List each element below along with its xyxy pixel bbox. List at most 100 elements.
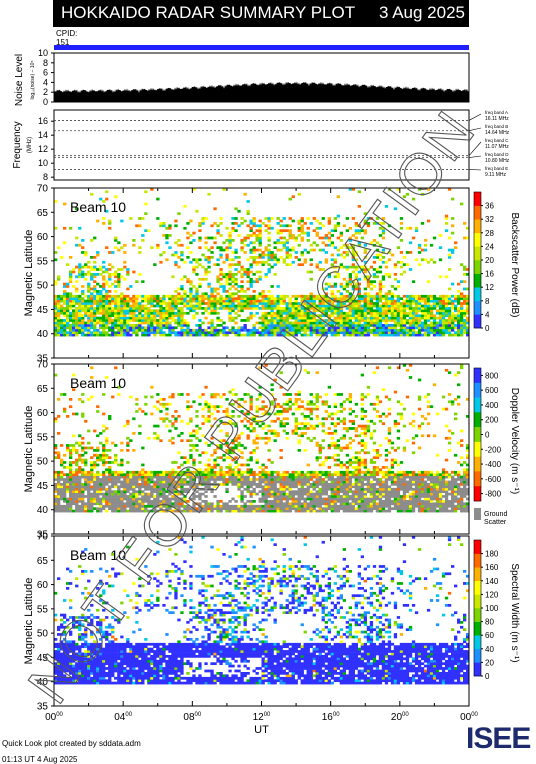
heatmap-cell [430,314,433,317]
heatmap-cell [153,471,156,474]
heatmap-cell [222,275,225,278]
heatmap-cell [415,309,418,312]
heatmap-cell [448,295,451,298]
heatmap-cell [256,505,259,508]
heatmap-cell [268,459,271,462]
heatmap-cell [57,329,60,332]
heatmap-cell [123,295,126,298]
heatmap-cell [277,478,280,481]
heatmap-cell [394,331,397,334]
heatmap-cell [442,322,445,325]
heatmap-cell [265,495,268,498]
heatmap-cell [295,502,298,505]
heatmap-cell [84,447,87,450]
heatmap-cell [102,309,105,312]
heatmap-cell [397,309,400,312]
heatmap-cell [150,331,153,334]
heatmap-cell [400,312,403,315]
heatmap-cell [373,331,376,334]
heatmap-cell [105,500,108,503]
heatmap-cell [394,309,397,312]
heatmap-cell [403,326,406,329]
heatmap-cell [105,456,108,459]
heatmap-cell [141,217,144,220]
heatmap-cell [448,319,451,322]
heatmap-cell [277,481,280,484]
heatmap-cell [87,297,90,300]
heatmap-cell [93,502,96,505]
heatmap-cell [84,295,87,298]
heatmap-cell [231,273,234,276]
heatmap-cell [111,273,114,276]
heatmap-cell [433,261,436,264]
heatmap-cell [192,305,195,308]
heatmap-cell [102,283,105,286]
heatmap-cell [234,280,237,283]
heatmap-cell [177,244,180,247]
heatmap-cell [120,309,123,312]
heatmap-cell [195,415,198,418]
heatmap-cell [99,498,102,501]
heatmap-cell [78,331,81,334]
heatmap-cell [57,326,60,329]
heatmap-cell [99,302,102,305]
heatmap-cell [81,275,84,278]
heatmap-cell [277,239,280,242]
heatmap-cell [222,507,225,510]
heatmap-cell [84,305,87,308]
heatmap-cell [102,261,105,264]
heatmap-cell [114,246,117,249]
heatmap-cell [78,271,81,274]
heatmap-cell [219,222,222,225]
heatmap-cell [66,331,69,334]
heatmap-cell [253,261,256,264]
heatmap-cell [132,502,135,505]
heatmap-cell [394,300,397,303]
heatmap-cell [448,256,451,259]
heatmap-cell [228,275,231,278]
heatmap-cell [135,297,138,300]
heatmap-cell [93,331,96,334]
heatmap-cell [117,285,120,288]
heatmap-cell [150,305,153,308]
heatmap-cell [177,334,180,337]
heatmap-cell [301,220,304,223]
heatmap-cell [81,400,84,403]
heatmap-cell [78,307,81,310]
heatmap-cell [253,222,256,225]
heatmap-cell [277,471,280,474]
heatmap-cell [295,256,298,259]
heatmap-cell [63,481,66,484]
heatmap-cell [60,334,63,337]
heatmap-cell [108,473,111,476]
heatmap-cell [322,237,325,240]
heatmap-cell [135,280,138,283]
heatmap-cell [253,488,256,491]
heatmap-cell [454,241,457,244]
heatmap-cell [424,331,427,334]
heatmap-cell [292,195,295,198]
heatmap-cell [283,507,286,510]
heatmap-cell [144,203,147,206]
heatmap-cell [376,331,379,334]
heatmap-cell [81,498,84,501]
heatmap-cell [286,417,289,420]
heatmap-cell [283,258,286,261]
heatmap-cell [259,473,262,476]
heatmap-cell [72,314,75,317]
heatmap-cell [373,329,376,332]
heatmap-cell [301,237,304,240]
heatmap-cell [99,500,102,503]
heatmap-cell [247,297,250,300]
heatmap-cell [274,263,277,266]
heatmap-cell [367,307,370,310]
heatmap-cell [102,331,105,334]
heatmap-cell [228,258,231,261]
heatmap-cell [177,324,180,327]
heatmap-cell [90,466,93,469]
heatmap-cell [150,295,153,298]
heatmap-cell [123,507,126,510]
heatmap-cell [69,483,72,486]
heatmap-cell [177,317,180,320]
heatmap-cell [186,246,189,249]
